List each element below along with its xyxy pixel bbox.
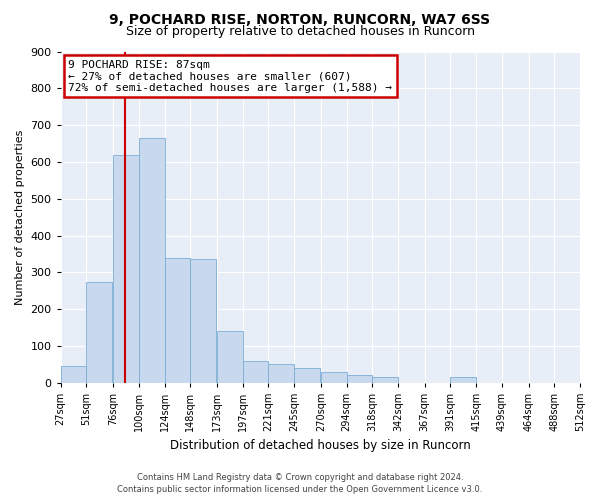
- Bar: [164, 258, 190, 383]
- Bar: [268, 364, 294, 383]
- Bar: [190, 260, 216, 383]
- Bar: [372, 377, 398, 383]
- Text: Size of property relative to detached houses in Runcorn: Size of property relative to detached ho…: [125, 25, 475, 38]
- X-axis label: Distribution of detached houses by size in Runcorn: Distribution of detached houses by size …: [170, 440, 471, 452]
- Text: Contains HM Land Registry data © Crown copyright and database right 2024.
Contai: Contains HM Land Registry data © Crown c…: [118, 472, 482, 494]
- Bar: [243, 360, 268, 383]
- Bar: [451, 377, 476, 383]
- Bar: [139, 138, 164, 383]
- Bar: [61, 366, 86, 383]
- Bar: [113, 154, 139, 383]
- Text: 9 POCHARD RISE: 87sqm
← 27% of detached houses are smaller (607)
72% of semi-det: 9 POCHARD RISE: 87sqm ← 27% of detached …: [68, 60, 392, 93]
- Y-axis label: Number of detached properties: Number of detached properties: [15, 130, 25, 305]
- Bar: [321, 372, 347, 383]
- Bar: [347, 376, 372, 383]
- Bar: [217, 331, 243, 383]
- Bar: [86, 282, 112, 383]
- Text: 9, POCHARD RISE, NORTON, RUNCORN, WA7 6SS: 9, POCHARD RISE, NORTON, RUNCORN, WA7 6S…: [109, 12, 491, 26]
- Bar: [294, 368, 320, 383]
